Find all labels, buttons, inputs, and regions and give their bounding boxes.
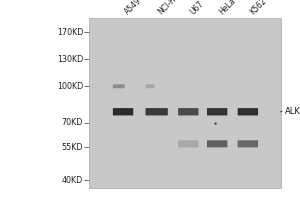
Text: U67: U67 <box>188 0 206 16</box>
FancyBboxPatch shape <box>178 140 199 147</box>
FancyBboxPatch shape <box>238 108 258 115</box>
FancyBboxPatch shape <box>207 140 227 147</box>
Text: 170KD: 170KD <box>57 28 83 37</box>
Text: NCI-H460: NCI-H460 <box>157 0 189 16</box>
Text: 70KD: 70KD <box>62 118 83 127</box>
FancyBboxPatch shape <box>238 140 258 147</box>
FancyBboxPatch shape <box>207 108 227 115</box>
Text: A549: A549 <box>123 0 143 16</box>
Text: ALKBH8: ALKBH8 <box>280 107 300 116</box>
Text: 130KD: 130KD <box>57 55 83 64</box>
Text: 100KD: 100KD <box>57 82 83 91</box>
Text: K562: K562 <box>248 0 268 16</box>
Bar <box>88 18 280 188</box>
Text: 40KD: 40KD <box>62 176 83 185</box>
FancyBboxPatch shape <box>178 108 199 115</box>
Text: 55KD: 55KD <box>61 143 83 152</box>
FancyBboxPatch shape <box>113 108 133 115</box>
FancyBboxPatch shape <box>146 84 154 88</box>
FancyBboxPatch shape <box>113 84 124 88</box>
FancyBboxPatch shape <box>146 108 168 115</box>
Text: HeLa: HeLa <box>217 0 237 16</box>
